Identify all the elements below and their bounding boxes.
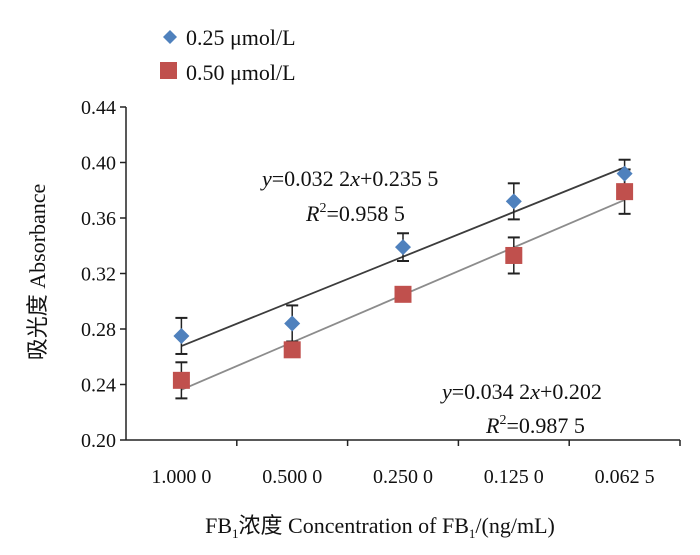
data-point-series-1 [173, 327, 190, 344]
x-tick-label: 0.500 0 [262, 466, 322, 488]
data-point-series-1 [616, 165, 633, 182]
data-point-series-2 [505, 246, 523, 264]
y-tick-label: 0.20 [81, 430, 116, 452]
x-tick-label: 0.125 0 [484, 466, 544, 488]
y-tick-label: 0.32 [81, 264, 116, 286]
legend: 0.25 μmol/L 0.50 μmol/L [160, 25, 296, 85]
x-axis-title: FB1浓度 Concentration of FB1/(ng/mL) [205, 513, 555, 541]
data-point-series-2 [394, 285, 412, 303]
data-point-series-2 [283, 341, 301, 359]
y-tick-label: 0.44 [81, 97, 116, 119]
x-tick-label: 1.000 0 [151, 466, 211, 488]
y-tick-label: 0.24 [81, 375, 116, 397]
x-ticks: 1.000 0 0.500 0 0.250 0 0.125 0 0.062 5 [151, 440, 681, 488]
x-tick-label: 0.250 0 [373, 466, 433, 488]
y-ticks: 0.20 0.24 0.28 0.32 0.36 0.40 0.44 [81, 97, 126, 452]
data-points [172, 165, 634, 389]
legend-marker-square [160, 62, 177, 79]
legend-label-series-1: 0.25 μmol/L [186, 25, 296, 50]
r2-series-1: R2=0.958 5 [305, 201, 405, 226]
r2-series-2: R2=0.987 5 [485, 413, 585, 438]
legend-label-series-2: 0.50 μmol/L [186, 60, 296, 85]
x-tick-label: 0.062 5 [595, 466, 655, 488]
data-point-series-2 [172, 371, 190, 389]
y-tick-label: 0.40 [81, 153, 116, 175]
y-tick-label: 0.36 [81, 208, 116, 230]
data-point-series-1 [284, 315, 301, 332]
data-point-series-1 [505, 193, 522, 210]
equation-series-1: y=0.032 2x+0.235 5 [260, 166, 438, 191]
data-point-series-2 [616, 183, 634, 201]
y-tick-label: 0.28 [81, 319, 116, 341]
equation-series-2: y=0.034 2x+0.202 [440, 379, 602, 404]
legend-marker-diamond [163, 30, 177, 44]
y-axis-title: 吸光度 Absorbance [25, 184, 50, 361]
data-point-series-1 [395, 239, 411, 256]
